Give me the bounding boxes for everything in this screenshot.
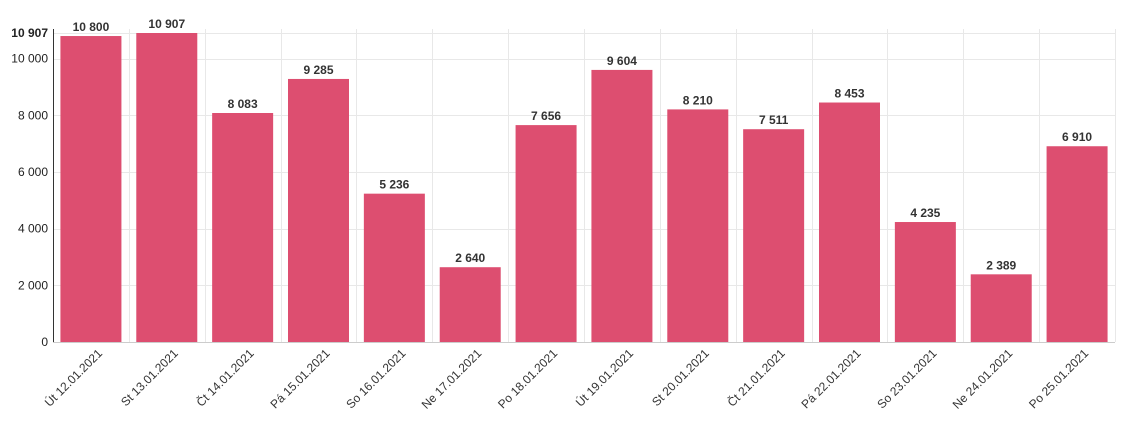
- x-tick-label: St 20.01.2021: [649, 346, 712, 409]
- x-tick-label: Út 12.01.2021: [41, 345, 105, 409]
- bar[interactable]: [60, 36, 122, 342]
- x-tick-label: St 13.01.2021: [118, 346, 181, 409]
- axes: [53, 29, 1115, 343]
- bar[interactable]: [288, 78, 349, 342]
- y-tick-label: 0: [41, 335, 48, 349]
- data-label: 10 800: [73, 20, 110, 34]
- bar[interactable]: [363, 193, 425, 342]
- data-label: 9 604: [607, 54, 637, 68]
- x-tick-label: Čt 21.01.2021: [724, 345, 788, 409]
- bar[interactable]: [667, 109, 729, 343]
- data-label: 7 656: [531, 109, 561, 123]
- x-tick-label: So 16.01.2021: [343, 346, 408, 411]
- data-label: 2 389: [986, 258, 1016, 272]
- x-tick-label: Út 19.01.2021: [572, 345, 636, 409]
- x-tick-label: Pá 22.01.2021: [799, 346, 864, 411]
- bar[interactable]: [819, 102, 880, 342]
- bar[interactable]: [894, 222, 956, 342]
- y-axis-ticks: 0 2 000 4 000 6 000 8 000 10 000 10 907: [11, 26, 48, 349]
- x-tick-label: Ne 24.01.2021: [950, 346, 1016, 412]
- x-tick-label: Pá 15.01.2021: [268, 346, 333, 411]
- y-tick-label: 4 000: [18, 222, 48, 236]
- y-tick-label: 2 000: [18, 278, 48, 292]
- bar[interactable]: [439, 267, 501, 342]
- x-tick-label: So 23.01.2021: [874, 346, 939, 411]
- bars: [60, 33, 1108, 343]
- bar[interactable]: [136, 33, 198, 342]
- data-label: 9 285: [303, 63, 333, 77]
- x-tick-label: Ne 17.01.2021: [419, 346, 485, 412]
- bar[interactable]: [212, 113, 274, 343]
- bar[interactable]: [970, 274, 1032, 342]
- data-label: 5 236: [379, 178, 409, 192]
- bar[interactable]: [591, 69, 653, 342]
- y-axis-max-label: 10 907: [11, 26, 48, 40]
- y-tick-label: 8 000: [18, 108, 48, 122]
- data-labels: 10 800 10 907 8 083 9 285 5 236 2 640 7 656 9 6…: [73, 17, 1093, 272]
- bar[interactable]: [743, 129, 805, 342]
- data-label: 8 453: [834, 87, 864, 101]
- y-tick-label: 6 000: [18, 165, 48, 179]
- data-label: 2 640: [455, 251, 485, 265]
- data-label: 8 210: [683, 93, 713, 107]
- data-label: 6 910: [1062, 130, 1092, 144]
- data-label: 10 907: [148, 17, 185, 31]
- x-tick-label: Po 18.01.2021: [495, 346, 560, 411]
- x-axis-ticks: Út 12.01.2021 St 13.01.2021 Čt 14.01.2021 P…: [41, 345, 1091, 412]
- data-label: 8 083: [228, 97, 258, 111]
- x-tick-label: Po 25.01.2021: [1026, 346, 1091, 411]
- bar[interactable]: [515, 125, 577, 342]
- data-label: 4 235: [910, 206, 940, 220]
- data-label: 7 511: [759, 113, 789, 127]
- y-tick-label: 10 000: [11, 52, 48, 66]
- x-tick-label: Čt 14.01.2021: [193, 345, 257, 409]
- bar[interactable]: [1046, 146, 1108, 342]
